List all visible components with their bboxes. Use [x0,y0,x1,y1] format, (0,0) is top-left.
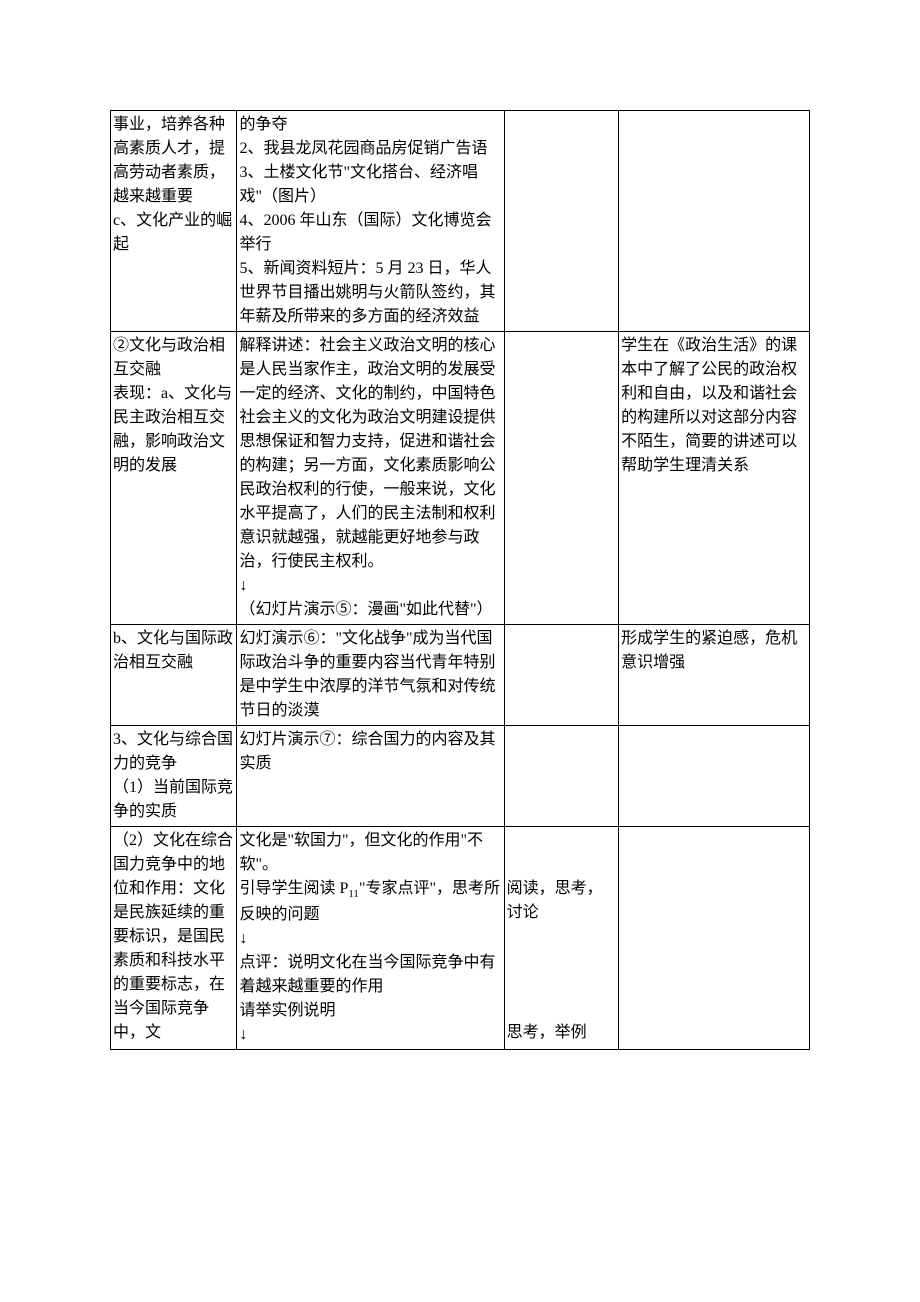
cell-c1: （2）文化在综合国力竞争中的地位和作用：文化是民族延续的重要标识，是国民素质和科… [111,827,237,1050]
cell-c3 [504,332,619,625]
cell-c1: 3、文化与综合国力的竞争（1）当前国际竞争的实质 [111,726,237,827]
table-body: 事业，培养各种高素质人才，提高劳动者素质，越来越重要c、文化产业的崛起 的争夺2… [111,111,810,1050]
page-container: 事业，培养各种高素质人才，提高劳动者素质，越来越重要c、文化产业的崛起 的争夺2… [0,0,920,1302]
table-row: 事业，培养各种高素质人才，提高劳动者素质，越来越重要c、文化产业的崛起 的争夺2… [111,111,810,332]
cell-c3 [504,625,619,726]
cell-c4: 形成学生的紧迫感，危机意识增强 [619,625,810,726]
cell-c2: 的争夺2、我县龙凤花园商品房促销广告语3、土楼文化节"文化搭台、经济唱戏"（图片… [237,111,504,332]
cell-c3 [504,111,619,332]
cell-c3: 阅读，思考，讨论思考，举例 [504,827,619,1050]
cell-c4 [619,726,810,827]
cell-c2: 幻灯演示⑥："文化战争"成为当代国际政治斗争的重要内容当代青年特别是中学生中浓厚… [237,625,504,726]
table-row: ②文化与政治相互交融表现：a、文化与民主政治相互交融，影响政治文明的发展 解释讲… [111,332,810,625]
cell-c4 [619,111,810,332]
lesson-plan-table: 事业，培养各种高素质人才，提高劳动者素质，越来越重要c、文化产业的崛起 的争夺2… [110,110,810,1050]
cell-c2: 文化是"软国力"，但文化的作用"不软"。引导学生阅读 P11"专家点评"，思考所… [237,827,504,1050]
cell-c1: b、文化与国际政治相互交融 [111,625,237,726]
cell-c2: 幻灯片演示⑦：综合国力的内容及其实质 [237,726,504,827]
table-row: b、文化与国际政治相互交融 幻灯演示⑥："文化战争"成为当代国际政治斗争的重要内… [111,625,810,726]
cell-c4: 学生在《政治生活》的课本中了解了公民的政治权利和自由，以及和谐社会的构建所以对这… [619,332,810,625]
cell-c1: ②文化与政治相互交融表现：a、文化与民主政治相互交融，影响政治文明的发展 [111,332,237,625]
cell-c4 [619,827,810,1050]
table-row: （2）文化在综合国力竞争中的地位和作用：文化是民族延续的重要标识，是国民素质和科… [111,827,810,1050]
cell-c1: 事业，培养各种高素质人才，提高劳动者素质，越来越重要c、文化产业的崛起 [111,111,237,332]
table-row: 3、文化与综合国力的竞争（1）当前国际竞争的实质 幻灯片演示⑦：综合国力的内容及… [111,726,810,827]
cell-c2: 解释讲述：社会主义政治文明的核心是人民当家作主，政治文明的发展受一定的经济、文化… [237,332,504,625]
cell-c3 [504,726,619,827]
